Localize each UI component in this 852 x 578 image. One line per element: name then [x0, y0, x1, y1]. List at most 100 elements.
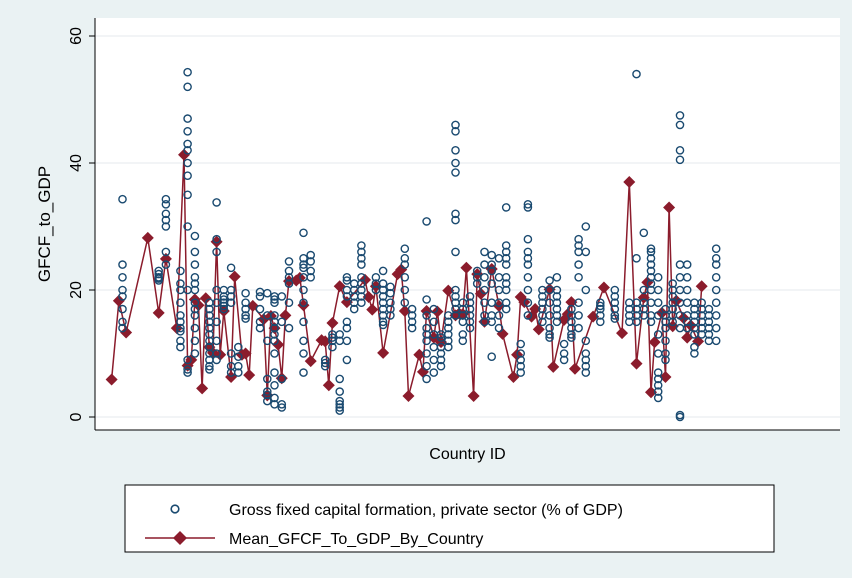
- scatter-point: [436, 333, 446, 342]
- scatter-point: [501, 304, 511, 314]
- scatter-point: [205, 361, 214, 371]
- legend-label-mean: Mean_GFCF_To_GDP_By_Country: [229, 531, 483, 548]
- scatter-point: [596, 317, 605, 327]
- scatter-point: [262, 374, 272, 384]
- scatter-point: [284, 323, 294, 333]
- scatter-point: [190, 260, 200, 269]
- scatter-point: [407, 311, 417, 320]
- plot-background: [95, 18, 840, 430]
- scatter-point: [646, 253, 656, 263]
- scatter-point: [559, 355, 569, 365]
- legend: Gross fixed capital formation, private s…: [124, 484, 775, 553]
- scatter-point: [501, 247, 511, 257]
- scatter-point: [552, 298, 562, 308]
- mean-point: [413, 348, 426, 361]
- scatter-point: [183, 139, 192, 149]
- scatter-point: [682, 285, 692, 295]
- scatter-series: [118, 67, 721, 422]
- scatter-point: [357, 253, 366, 263]
- scatter-point: [183, 158, 192, 168]
- scatter-point: [219, 301, 229, 311]
- scatter-point: [233, 368, 243, 377]
- scatter-point: [487, 250, 497, 260]
- scatter-point: [161, 209, 171, 219]
- scatter-point: [118, 285, 127, 295]
- mean-point: [366, 303, 379, 316]
- scatter-point: [661, 355, 670, 365]
- scatter-point: [118, 317, 127, 327]
- scatter-point: [357, 241, 366, 250]
- scatter-point: [675, 155, 685, 165]
- scatter-point: [465, 311, 475, 320]
- scatter-point: [190, 311, 200, 320]
- scatter-point: [378, 320, 388, 330]
- scatter-point: [574, 272, 583, 282]
- scatter-point: [581, 361, 591, 371]
- scatter-point: [668, 292, 678, 301]
- scatter-point: [255, 323, 265, 333]
- scatter-point: [704, 317, 714, 327]
- scatter-point: [596, 304, 605, 314]
- scatter-point: [212, 234, 221, 244]
- scatter-point: [494, 323, 504, 333]
- mean-point: [648, 336, 661, 349]
- scatter-point: [299, 260, 308, 269]
- scatter-point: [653, 393, 663, 403]
- scatter-point: [328, 333, 337, 342]
- scatter-point: [436, 355, 446, 365]
- scatter-point: [342, 355, 352, 365]
- scatter-point: [487, 279, 497, 288]
- scatter-point: [422, 336, 431, 346]
- scatter-point: [646, 266, 656, 276]
- scatter-point: [190, 247, 200, 257]
- scatter-point: [443, 330, 453, 339]
- scatter-point: [335, 403, 345, 412]
- scatter-point: [277, 317, 287, 327]
- scatter-point: [552, 311, 562, 320]
- scatter-point: [523, 247, 533, 257]
- scatter-point: [407, 317, 417, 327]
- scatter-point: [653, 285, 663, 295]
- scatter-point: [306, 272, 316, 282]
- scatter-point: [284, 266, 294, 276]
- mean-point: [402, 390, 415, 403]
- mean-point: [199, 292, 212, 305]
- scatter-point: [400, 285, 410, 295]
- scatter-point: [451, 158, 460, 168]
- grid-lines: [95, 35, 840, 418]
- scatter-point: [386, 288, 395, 298]
- scatter-point: [190, 272, 200, 282]
- scatter-point: [538, 292, 547, 301]
- scatter-point: [523, 234, 533, 244]
- scatter-point: [161, 215, 171, 225]
- scatter-point: [190, 298, 200, 308]
- mean-point: [616, 327, 629, 340]
- scatter-point: [277, 399, 287, 409]
- scatter-point: [610, 298, 620, 308]
- scatter-point: [299, 228, 308, 238]
- mean-point: [196, 382, 209, 395]
- scatter-point: [212, 349, 221, 358]
- scatter-point: [429, 317, 439, 327]
- scatter-point: [610, 304, 620, 314]
- scatter-point: [400, 260, 410, 269]
- scatter-point: [523, 253, 533, 263]
- scatter-point: [378, 317, 388, 327]
- scatter-point: [176, 323, 185, 333]
- mean-point: [141, 231, 154, 244]
- mean-point: [120, 326, 133, 339]
- scatter-point: [422, 361, 431, 371]
- scatter-point: [690, 342, 699, 352]
- scatter-point: [176, 342, 185, 352]
- scatter-point: [190, 304, 200, 314]
- scatter-point: [552, 292, 562, 301]
- mean-point: [152, 306, 165, 319]
- scatter-point: [378, 285, 388, 295]
- scatter-point: [190, 323, 200, 333]
- mean-point: [112, 294, 125, 307]
- scatter-point: [596, 301, 605, 311]
- scatter-point: [386, 304, 395, 314]
- scatter-point: [581, 349, 591, 358]
- scatter-point: [378, 279, 388, 288]
- scatter-point: [233, 361, 243, 371]
